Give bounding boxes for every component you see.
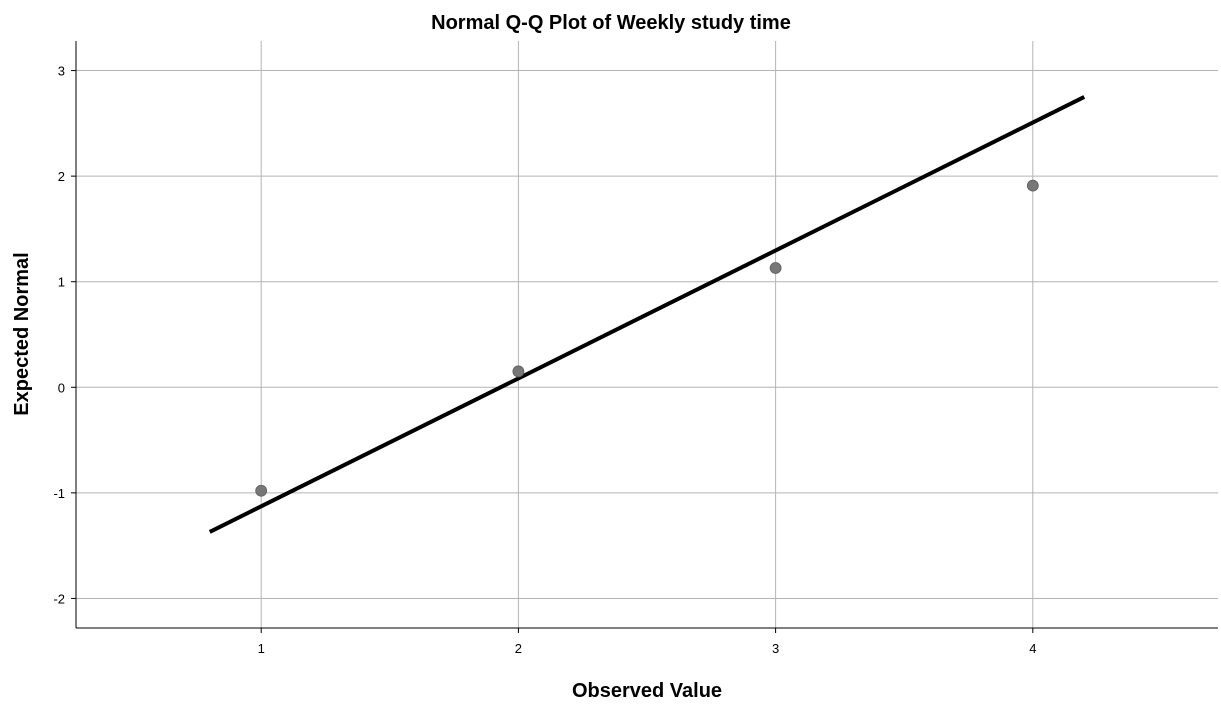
chart-title: Normal Q-Q Plot of Weekly study time	[431, 12, 791, 34]
x-axis-label: Observed Value	[572, 680, 722, 702]
x-tick-label-1: 1	[258, 641, 265, 656]
data-point-1	[255, 484, 268, 497]
y-tick-label-3: 3	[58, 64, 65, 79]
reference-line	[208, 95, 1086, 534]
x-tick-label-3: 3	[772, 641, 779, 656]
y-tick-label-2: 2	[58, 169, 65, 184]
data-points	[255, 179, 1039, 497]
y-tick-label--1: -1	[53, 486, 65, 501]
y-tick-label-0: 0	[58, 380, 65, 395]
grid	[76, 41, 1218, 628]
y-tick-label--2: -2	[53, 591, 65, 606]
x-tick-label-4: 4	[1029, 641, 1036, 656]
x-tick-label-2: 2	[515, 641, 522, 656]
y-tick-label-1: 1	[58, 275, 65, 290]
data-point-3	[769, 262, 782, 274]
data-point-2	[512, 365, 525, 378]
axes	[71, 41, 1218, 633]
reference-line-layer	[208, 95, 1086, 534]
y-axis-label: Expected Normal	[11, 252, 33, 415]
data-point-4	[1026, 179, 1039, 192]
tick-labels: 1 2 3 4 -2 -1 0 1 2 3	[53, 64, 1036, 656]
